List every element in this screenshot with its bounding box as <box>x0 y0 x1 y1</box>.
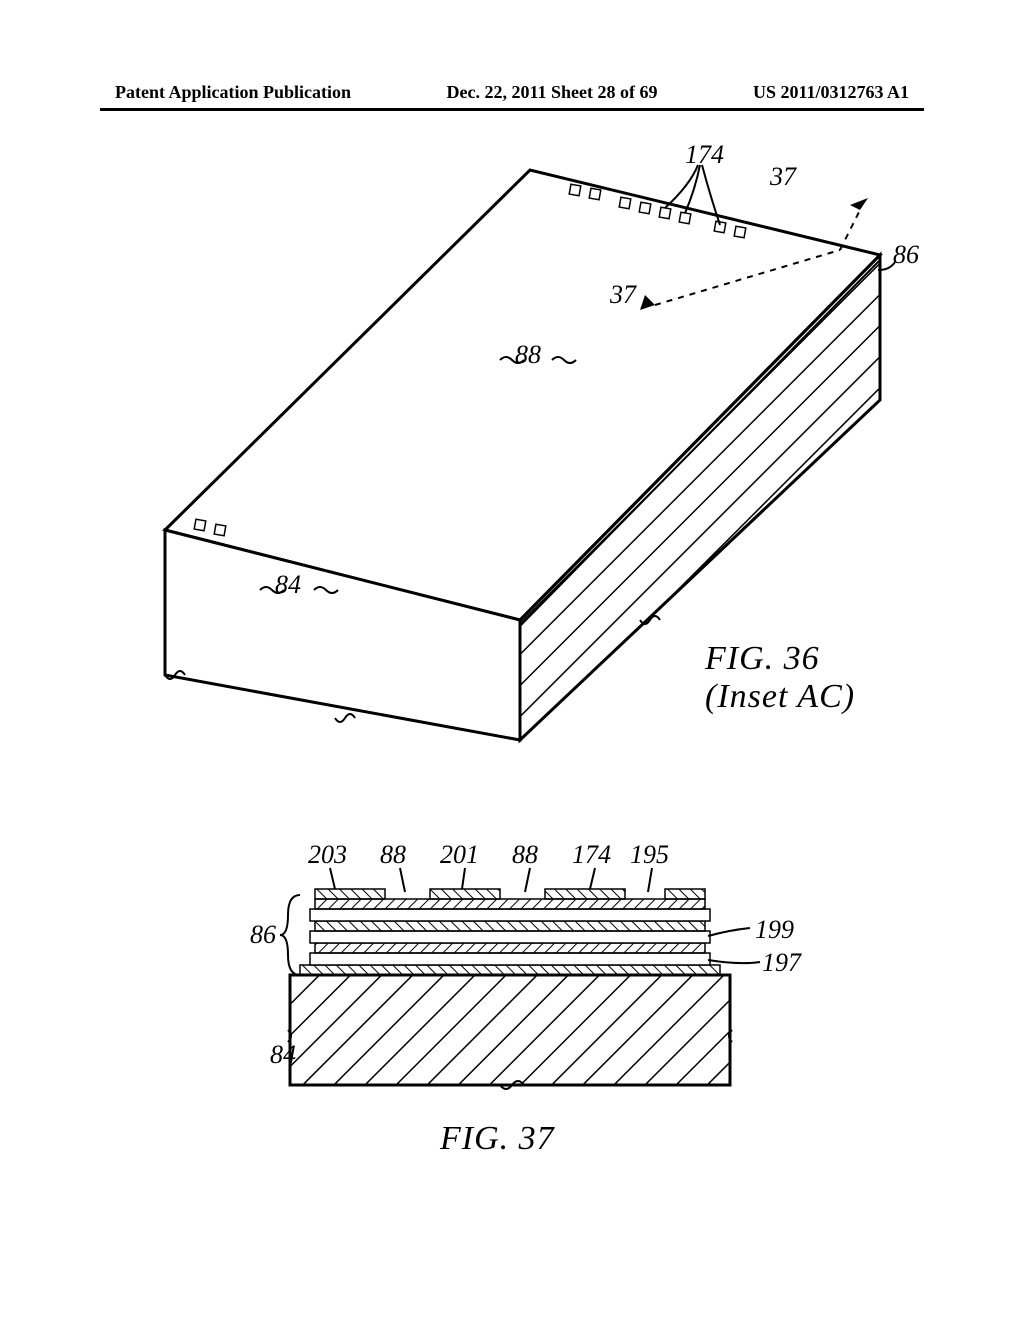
label-84b: 84 <box>270 1040 296 1070</box>
label-84: 84 <box>275 570 301 600</box>
label-88b: 88 <box>512 840 538 870</box>
label-37b: 37 <box>610 280 636 310</box>
header-center: Dec. 22, 2011 Sheet 28 of 69 <box>447 82 658 103</box>
page: Patent Application Publication Dec. 22, … <box>0 0 1024 1320</box>
label-86b: 86 <box>250 920 276 950</box>
label-197: 197 <box>762 948 801 978</box>
label-201: 201 <box>440 840 479 870</box>
label-199: 199 <box>755 915 794 945</box>
label-86: 86 <box>893 240 919 270</box>
label-203: 203 <box>308 840 347 870</box>
label-88: 88 <box>515 340 541 370</box>
fig36-caption-line1: FIG. 36 <box>705 640 820 677</box>
label-88a: 88 <box>380 840 406 870</box>
label-174: 174 <box>685 140 724 170</box>
label-37a: 37 <box>770 162 796 192</box>
header-rule <box>100 108 924 111</box>
figure-area: 174 37 37 86 88 84 FIG. 36 (Inset AC) <box>100 140 924 1240</box>
fig36-caption-line2: (Inset AC) <box>705 678 855 715</box>
fig36-caption: FIG. 36 (Inset AC) <box>705 640 855 716</box>
label-174b: 174 <box>572 840 611 870</box>
label-195: 195 <box>630 840 669 870</box>
fig37-caption: FIG. 37 <box>440 1120 555 1158</box>
header-left: Patent Application Publication <box>115 82 351 103</box>
page-header: Patent Application Publication Dec. 22, … <box>115 82 909 103</box>
header-right: US 2011/0312763 A1 <box>753 82 909 103</box>
